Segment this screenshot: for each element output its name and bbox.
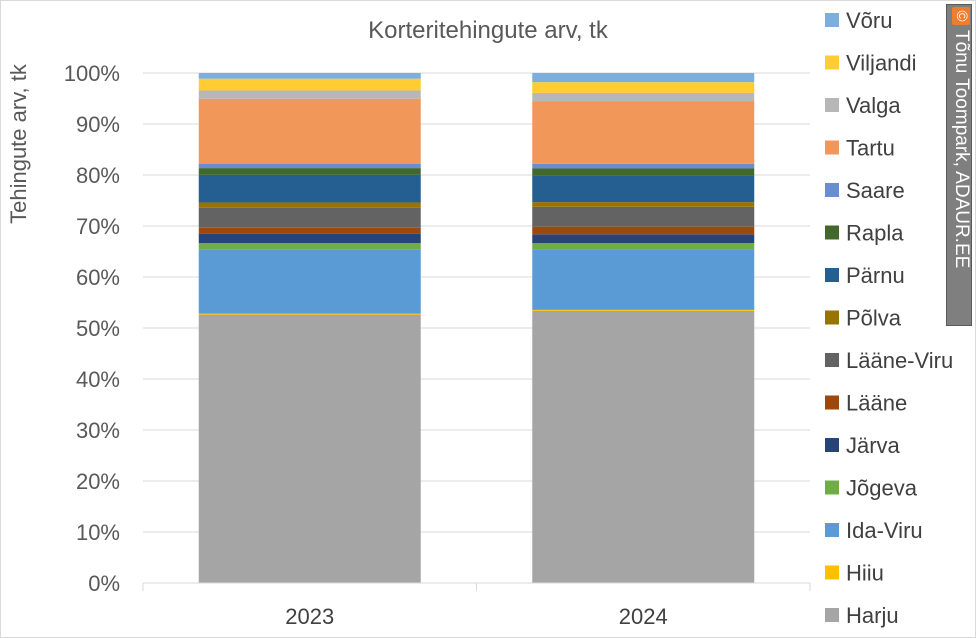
copyright-box: © Tõnu Toompark, ADAUR.EE xyxy=(946,4,972,326)
bar-segment-valga xyxy=(532,92,755,102)
bar-segment-viljandi xyxy=(532,82,755,93)
legend-swatch xyxy=(825,523,839,537)
bar-segment-rapla xyxy=(532,168,755,176)
legend-label: Hiiu xyxy=(846,561,884,586)
legend-swatch xyxy=(825,480,839,495)
bar-segment-jõgeva xyxy=(532,243,755,250)
legend: Võru Viljandi Valga Tartu Saare Rapla Pärnu Põl… xyxy=(825,8,953,628)
y-tick-label: 60% xyxy=(76,265,120,290)
y-tick-label: 40% xyxy=(76,367,120,392)
bar-segment-rapla xyxy=(198,168,421,175)
legend-label: Võru xyxy=(846,8,892,33)
chart-title: Korteritehingute arv, tk xyxy=(368,17,609,44)
bar-segment-tartu xyxy=(198,98,421,164)
y-tick-label: 10% xyxy=(76,520,120,545)
legend-label: Ida-Viru xyxy=(846,518,923,543)
legend-label: Tartu xyxy=(846,136,895,161)
legend-swatch xyxy=(825,183,839,197)
legend-swatch xyxy=(825,225,839,240)
bar-segment-saare xyxy=(198,163,421,169)
bar-segment-põlva xyxy=(198,202,421,208)
y-tick-label: 70% xyxy=(76,214,120,239)
copyright-text: Tõnu Toompark, ADAUR.EE xyxy=(951,30,972,269)
y-tick-label: 20% xyxy=(76,469,120,494)
bar-segment-harju xyxy=(198,314,421,583)
bar-segment-järva xyxy=(198,233,421,244)
bar-segment-pärnu xyxy=(198,174,421,203)
legend-label: Põlva xyxy=(846,306,902,331)
x-category-label: 2023 xyxy=(285,604,334,629)
copyright-symbol: © xyxy=(952,7,970,25)
x-axis xyxy=(142,582,811,591)
bar-segment-lääne xyxy=(532,226,755,235)
legend-swatch xyxy=(825,268,839,282)
legend-label: Harju xyxy=(846,603,899,628)
legend-swatch xyxy=(825,55,839,70)
bar-segment-valga xyxy=(198,90,421,99)
y-tick-label: 30% xyxy=(76,418,120,443)
legend-label: Lääne xyxy=(846,391,907,416)
legend-swatch xyxy=(825,13,839,27)
legend-label: Valga xyxy=(846,93,901,118)
bar-segment-ida-viru xyxy=(532,249,755,310)
bar-segment-lääne-viru xyxy=(532,206,755,227)
legend-swatch xyxy=(825,140,839,155)
legend-swatch xyxy=(825,98,839,112)
legend-label: Rapla xyxy=(846,221,904,246)
legend-swatch xyxy=(825,395,839,410)
y-tick-label: 0% xyxy=(88,571,120,596)
y-tick-label: 80% xyxy=(76,163,120,188)
bar-segment-järva xyxy=(532,234,755,243)
legend-label: Lääne-Viru xyxy=(846,348,953,373)
bar-segment-võru xyxy=(198,73,421,79)
y-axis-ticks: 0% 10% 20% 30% 40% 50% 60% 70% 80% 90% 100% xyxy=(64,61,120,596)
legend-label: Saare xyxy=(846,178,905,203)
bars xyxy=(198,73,755,583)
bar-segment-lääne-viru xyxy=(198,207,421,228)
y-tick-label: 50% xyxy=(76,316,120,341)
bar-segment-harju xyxy=(532,310,755,583)
bar-segment-hiiu xyxy=(532,309,755,311)
legend-swatch xyxy=(825,310,839,325)
bar-segment-ida-viru xyxy=(198,249,421,314)
bar-segment-lääne xyxy=(198,227,421,234)
bar-segment-pärnu xyxy=(532,175,755,203)
bar-segment-võru xyxy=(532,73,755,83)
legend-label: Järva xyxy=(846,433,901,458)
legend-label: Viljandi xyxy=(846,51,917,76)
x-axis-categories: 2023 2024 xyxy=(285,604,667,629)
bar-segment-jõgeva xyxy=(198,243,421,250)
bar-segment-põlva xyxy=(532,202,755,207)
legend-label: Jõgeva xyxy=(846,476,918,501)
y-axis-label: Tehingute arv, tk xyxy=(6,63,31,224)
bar-segment-viljandi xyxy=(198,78,421,91)
legend-swatch xyxy=(825,438,839,452)
legend-swatch xyxy=(825,608,839,622)
bar-segment-tartu xyxy=(532,101,755,164)
y-tick-label: 90% xyxy=(76,112,120,137)
legend-swatch xyxy=(825,565,839,580)
bar-segment-saare xyxy=(532,163,755,169)
bar-segment-hiiu xyxy=(198,313,421,315)
legend-swatch xyxy=(825,353,839,367)
y-tick-label: 100% xyxy=(64,61,120,86)
legend-label: Pärnu xyxy=(846,263,905,288)
copyright-text-container: © Tõnu Toompark, ADAUR.EE xyxy=(950,7,972,325)
x-category-label: 2024 xyxy=(619,604,668,629)
